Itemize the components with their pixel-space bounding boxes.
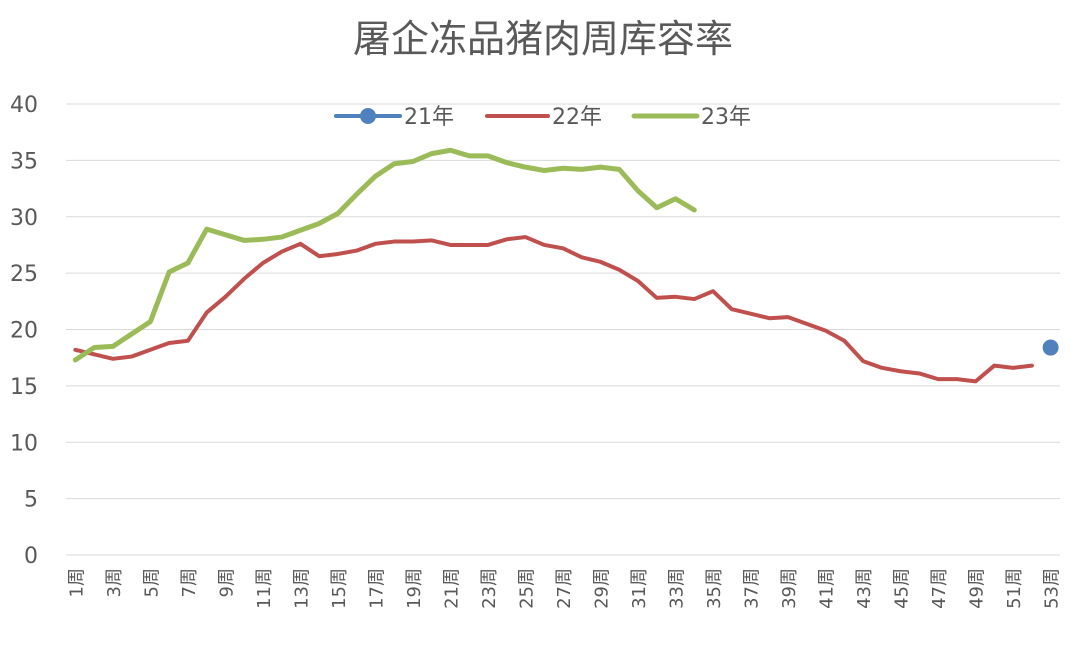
x-tick-label: 45周 [892, 568, 913, 609]
legend-label-2: 22年 [552, 105, 602, 130]
x-tick-label: 35周 [704, 568, 725, 609]
x-tick-label: 23周 [479, 568, 500, 609]
series-line-3 [72, 147, 697, 363]
series-group [72, 147, 1059, 384]
y-tick-label: 10 [10, 431, 38, 456]
x-tick-label: 17周 [366, 568, 387, 609]
x-tick-label: 21周 [441, 568, 462, 609]
y-tick-label: 20 [10, 319, 38, 344]
x-tick-label: 11周 [254, 568, 275, 609]
y-tick-label: 15 [10, 375, 38, 400]
legend-label-3: 23年 [701, 105, 751, 130]
x-tick-label: 13周 [291, 568, 312, 609]
x-tick-label: 15周 [329, 568, 350, 609]
series-line-2 [73, 235, 1034, 384]
x-tick-label: 37周 [742, 568, 763, 609]
x-axis-ticks: 1周 3周 5周 7周 9周 11周 13周 15周 17周 19周 21周 23周 25周 27周 29周… [66, 568, 1062, 609]
grid [66, 103, 1060, 556]
y-tick-label: 35 [10, 149, 38, 174]
x-tick-label: 1周 [66, 568, 87, 597]
x-tick-label: 33周 [667, 568, 688, 609]
x-tick-label: 41周 [817, 568, 838, 609]
y-tick-label: 5 [24, 488, 38, 513]
x-tick-label: 7周 [179, 568, 200, 597]
x-tick-label: 29周 [592, 568, 613, 609]
x-tick-label: 51周 [1004, 568, 1025, 609]
y-tick-label: 0 [24, 544, 38, 569]
x-tick-label: 25周 [516, 568, 537, 609]
legend-label-1: 21年 [404, 105, 454, 130]
x-tick-label: 9周 [216, 568, 237, 597]
legend-marker-1 [360, 108, 376, 124]
y-tick-label: 40 [10, 93, 38, 118]
legend: 21年 22年 23年 [334, 105, 751, 130]
y-axis-ticks: 0 5 10 15 20 25 30 35 40 [10, 93, 38, 569]
series-point-1 [1042, 339, 1059, 356]
x-tick-label: 19周 [404, 568, 425, 609]
x-tick-label: 31周 [629, 568, 650, 609]
x-tick-label: 49周 [967, 568, 988, 609]
x-tick-label: 39周 [779, 568, 800, 609]
x-tick-label: 5周 [141, 568, 162, 597]
chart-title: 屠企冻品猪肉周库容率 [353, 17, 733, 61]
x-tick-label: 53周 [1042, 568, 1063, 609]
y-tick-label: 25 [10, 262, 38, 287]
x-tick-label: 43周 [854, 568, 875, 609]
x-tick-label: 27周 [554, 568, 575, 609]
y-tick-label: 30 [10, 206, 38, 231]
x-tick-label: 3周 [104, 568, 125, 597]
x-tick-label: 47周 [929, 568, 950, 609]
